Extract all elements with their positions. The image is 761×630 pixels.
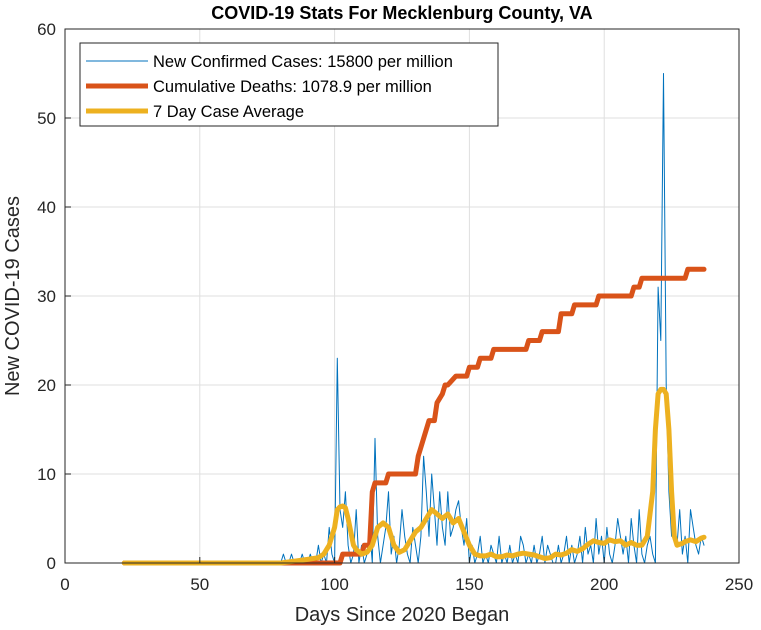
- series-line-new-cases: [123, 73, 705, 564]
- series-line-7-day-average: [121, 386, 707, 566]
- legend-box: [79, 42, 499, 127]
- x-tick-label: 150: [455, 575, 483, 594]
- y-tick-label: 50: [37, 109, 56, 128]
- legend-label-cumulative-deaths: Cumulative Deaths: 1078.9 per million: [153, 78, 432, 96]
- tick-layer: 0 50 100 150 200 250 0 10 20 30 40 50 60: [37, 20, 753, 594]
- series-line-cumulative-deaths: [121, 266, 707, 566]
- legend: New Confirmed Cases: 15800 per million C…: [79, 42, 499, 127]
- x-tick-label: 0: [60, 575, 69, 594]
- y-tick-label: 10: [37, 465, 56, 484]
- legend-label-7-day-average: 7 Day Case Average: [153, 103, 304, 121]
- x-tick-label: 100: [320, 575, 348, 594]
- y-tick-label: 40: [37, 198, 56, 217]
- series-layer: [121, 73, 707, 566]
- x-tick-label: 250: [725, 575, 753, 594]
- y-axis-label: New COVID-19 Cases: [2, 196, 24, 396]
- chart-title: COVID-19 Stats For Mecklenburg County, V…: [211, 3, 592, 23]
- x-tick-label: 50: [190, 575, 209, 594]
- x-axis-label: Days Since 2020 Began: [295, 604, 510, 626]
- y-tick-label: 20: [37, 376, 56, 395]
- y-tick-label: 30: [37, 287, 56, 306]
- x-tick-label: 200: [590, 575, 618, 594]
- y-tick-label: 0: [47, 554, 56, 573]
- legend-label-new-cases: New Confirmed Cases: 15800 per million: [153, 53, 453, 71]
- y-tick-label: 60: [37, 20, 56, 39]
